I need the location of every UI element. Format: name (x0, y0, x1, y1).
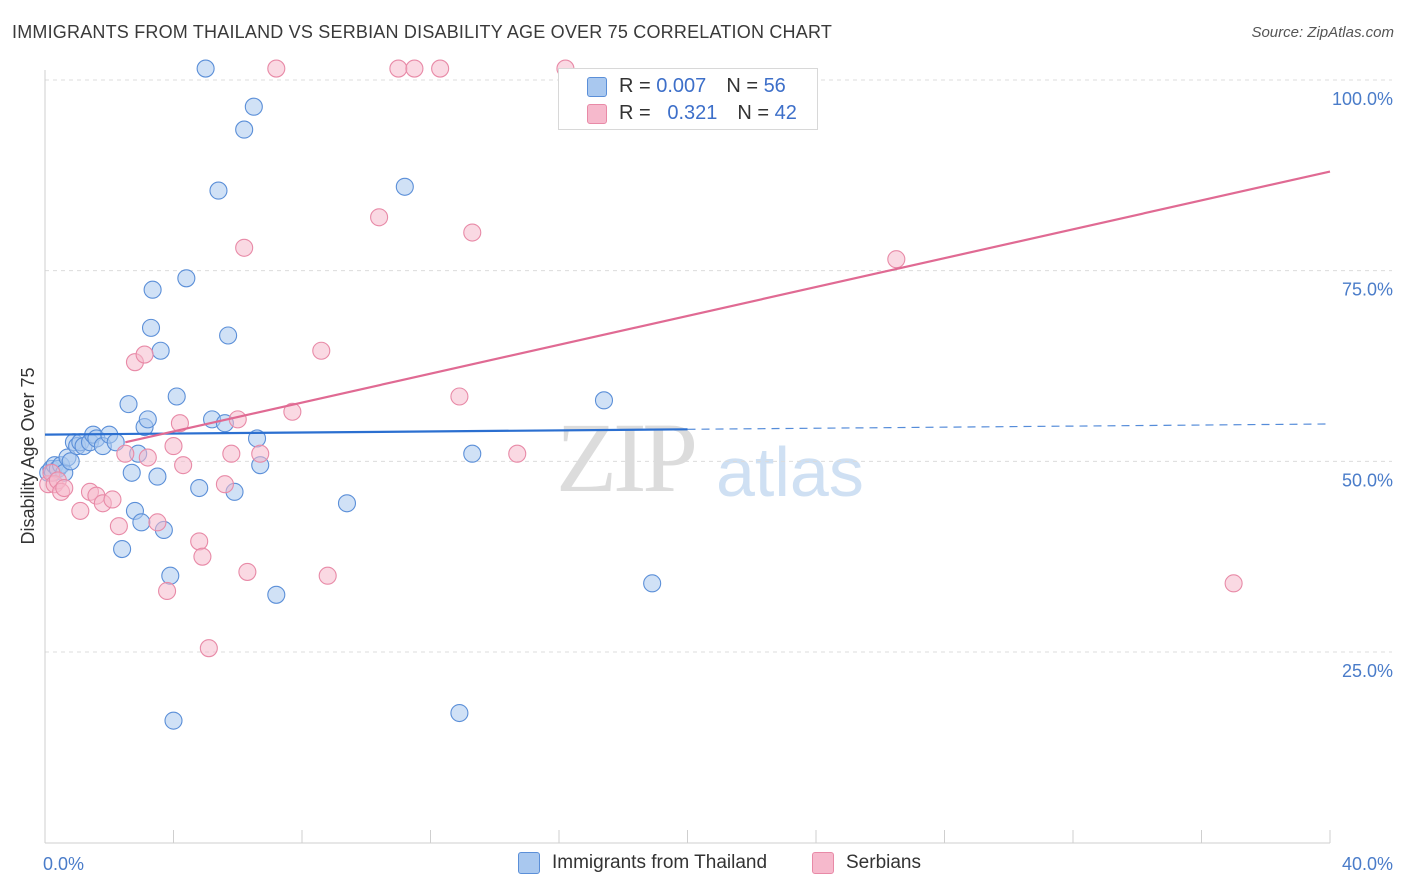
serbian-point (109, 517, 128, 536)
thailand-point (196, 59, 215, 78)
thailand-point (119, 395, 138, 414)
serbian-point (405, 59, 424, 78)
serbian-point (158, 581, 177, 601)
serbian-point (193, 547, 212, 566)
legend-row-serbians: R = 0.321 N = 42 (619, 101, 797, 125)
thailand-point (132, 513, 151, 532)
thailand-point (113, 539, 132, 559)
watermark-zip: ZIP (556, 402, 698, 513)
source-credit: Source: ZipAtlas.com (1251, 24, 1394, 41)
serbian-point (55, 478, 74, 498)
serbian-point (267, 59, 286, 78)
thailand-point (450, 703, 469, 723)
legend-n-label: N = (726, 74, 758, 97)
legend-n-value: 42 (774, 101, 797, 124)
serbian-point (431, 59, 450, 78)
thailand-point (267, 585, 286, 604)
series-legend: Immigrants from Thailand Serbians (0, 850, 1406, 878)
chart-title: IMMIGRANTS FROM THAILAND VS SERBIAN DISA… (12, 22, 833, 42)
thailand-point (141, 318, 161, 337)
thailand-point (148, 467, 167, 486)
thailand-point (177, 269, 196, 288)
stats-legend: R = 0.007 N = 56 R = 0.321 N = 42 (558, 68, 818, 130)
serbian-point (164, 437, 183, 456)
thailand-trend-line (44, 428, 688, 436)
y-tick-label: 100.0% (1332, 89, 1393, 109)
legend-r-label: R = (619, 74, 651, 97)
serbian-point (190, 532, 209, 551)
thailand-point (209, 181, 228, 200)
serbian-point (887, 250, 906, 269)
serbian-point (135, 345, 154, 364)
serbian-point (170, 414, 189, 433)
x-tick-label-max: 40.0% (1342, 854, 1393, 874)
serbian-trend-line (125, 170, 1331, 444)
thailand-point (122, 463, 141, 482)
serbian-point (138, 448, 157, 467)
serbian-point (463, 223, 482, 242)
legend-swatch-serbians (587, 104, 607, 124)
thailand-point (643, 574, 662, 593)
legend-swatch-thailand (587, 77, 607, 97)
legend-label-thailand: Immigrants from Thailand (552, 852, 768, 873)
serbian-point (1224, 574, 1243, 593)
thailand-point (244, 97, 263, 116)
thailand-point (161, 566, 180, 585)
thailand-point (463, 444, 482, 463)
thailand-point (219, 326, 238, 345)
thailand-point (395, 177, 414, 196)
serbian-point (312, 341, 331, 360)
serbian-point (174, 456, 193, 475)
legend-swatch-thailand (518, 852, 540, 874)
serbian-point (215, 475, 234, 494)
thailand-point (138, 410, 157, 429)
x-tick-label-min: 0.0% (43, 854, 84, 874)
serbian-point (318, 566, 337, 585)
serbian-point (238, 562, 257, 581)
serbian-point (71, 501, 90, 520)
legend-item-thailand[interactable]: Immigrants from Thailand (518, 852, 767, 874)
thailand-point (167, 387, 186, 406)
serbian-point (222, 444, 241, 463)
thailand-point (594, 391, 614, 410)
y-tick-label: 25.0% (1342, 661, 1393, 681)
thailand-trend-extension (687, 423, 1331, 430)
thailand-point (164, 711, 183, 730)
serbian-point (116, 444, 135, 463)
legend-item-serbians[interactable]: Serbians (812, 852, 921, 874)
serbian-point (148, 513, 167, 532)
legend-row-thailand: R = 0.007 N = 56 (619, 74, 786, 98)
serbian-point (235, 238, 254, 257)
y-axis-label: Disability Age Over 75 (18, 367, 38, 544)
legend-r-value: 0.007 (656, 74, 707, 97)
legend-n-label: N = (737, 101, 770, 124)
legend-label-serbians: Serbians (846, 852, 921, 873)
serbian-point (103, 490, 122, 509)
thailand-point (190, 478, 209, 498)
thailand-point (143, 280, 162, 299)
serbian-point (199, 639, 218, 658)
serbian-point (251, 444, 270, 463)
legend-swatch-serbians (812, 852, 834, 874)
serbian-point (370, 208, 389, 227)
legend-n-value: 56 (763, 74, 786, 97)
serbian-point (508, 444, 527, 463)
thailand-point (235, 120, 254, 139)
serbian-point (389, 59, 408, 78)
serbian-point (283, 402, 302, 421)
y-tick-label: 75.0% (1342, 280, 1393, 300)
watermark-atlas: atlas (716, 433, 864, 511)
legend-r-value: 0.321 (667, 101, 718, 124)
y-tick-label: 50.0% (1342, 470, 1393, 490)
legend-r-label: R = (619, 101, 651, 124)
thailand-point (151, 341, 170, 360)
thailand-point (337, 494, 357, 513)
thailand-point (61, 452, 80, 471)
serbian-point (450, 387, 469, 406)
